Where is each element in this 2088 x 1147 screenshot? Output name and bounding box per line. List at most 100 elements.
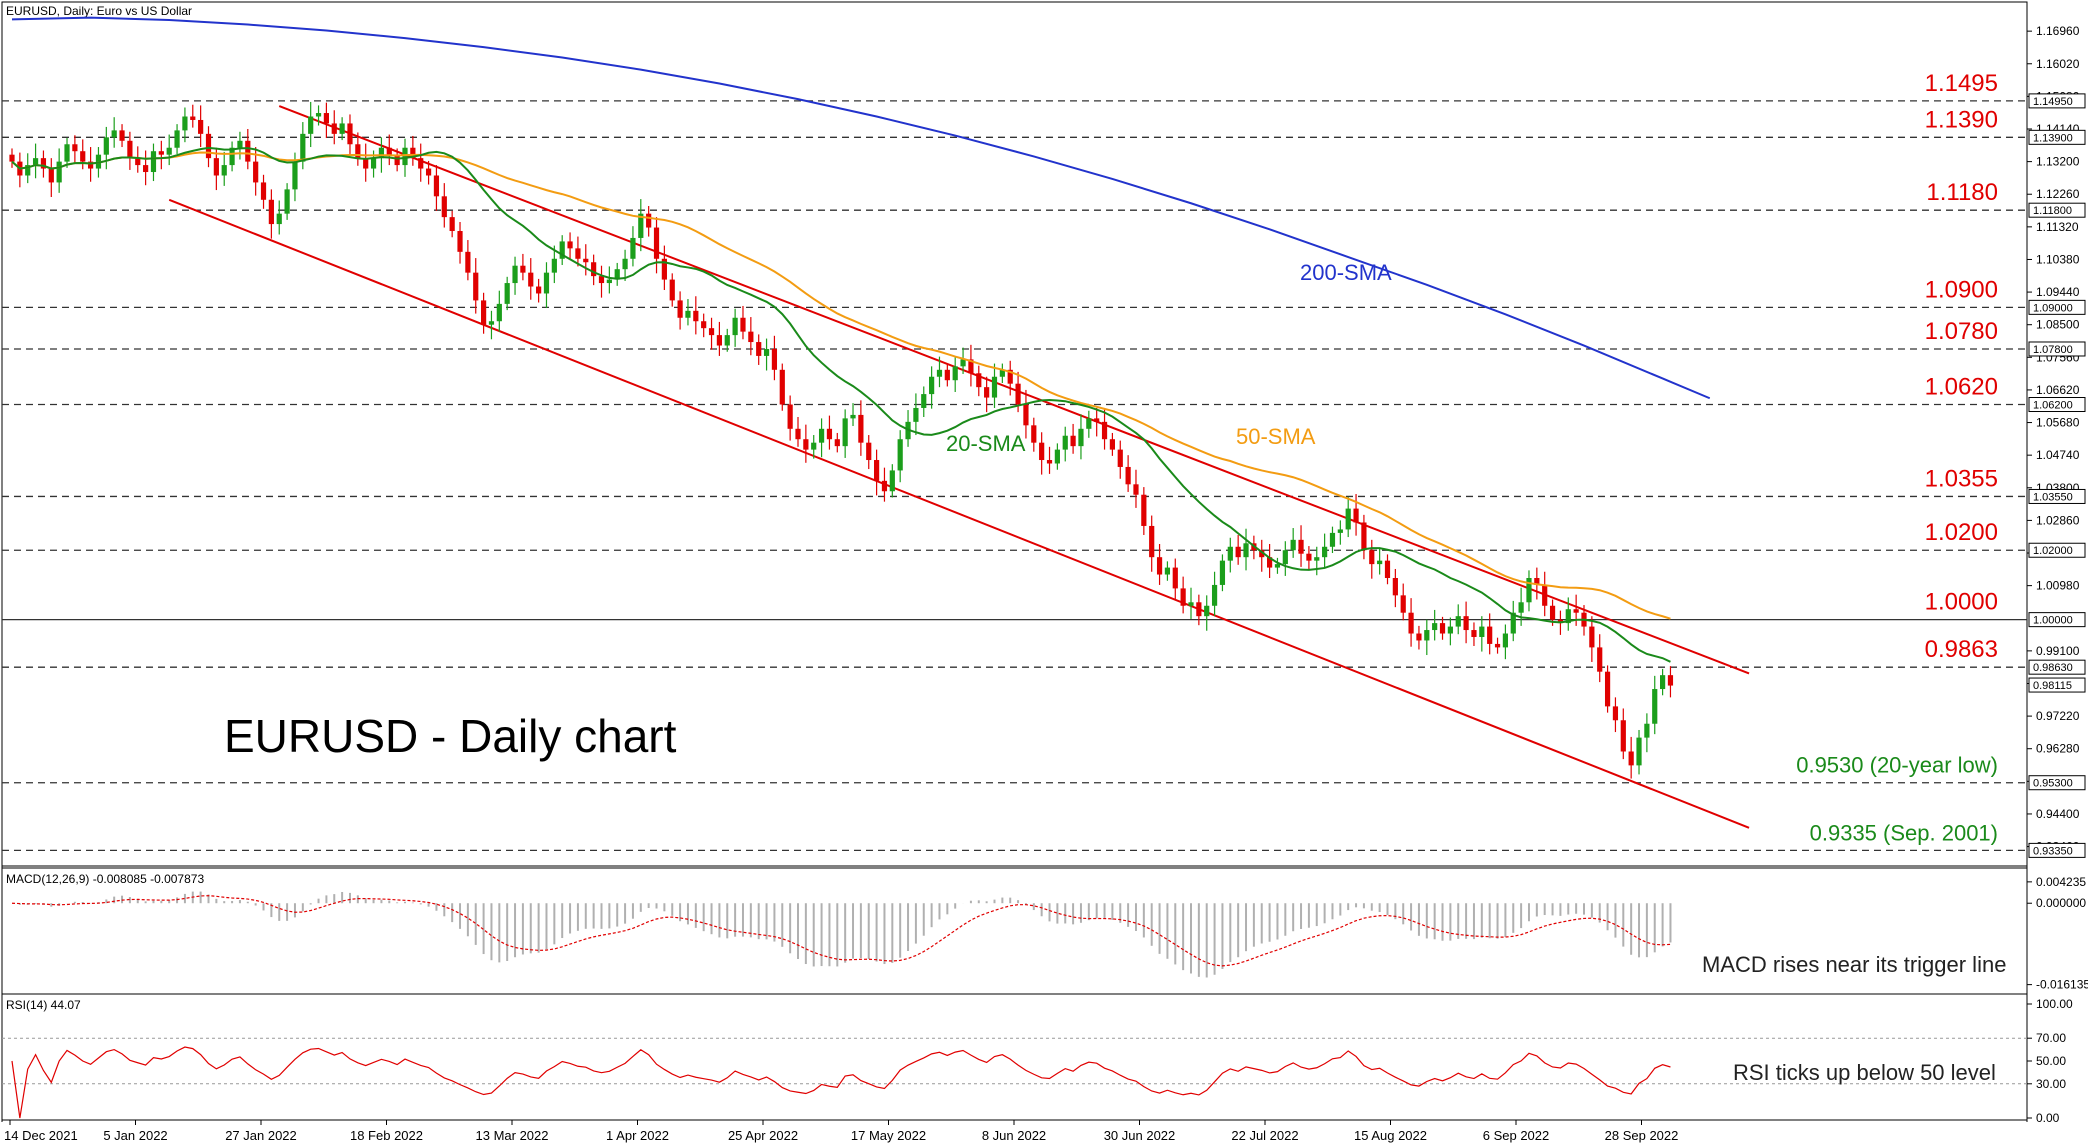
level-label: 1.1180 xyxy=(1926,179,1998,206)
candle-body xyxy=(669,279,675,301)
candle-body xyxy=(378,147,385,159)
level-price-box xyxy=(2028,93,2086,109)
candle-body xyxy=(1039,442,1045,461)
rsi-tick-label: 30.00 xyxy=(2036,1077,2066,1091)
date-label: 30 Jun 2022 xyxy=(1104,1128,1176,1143)
macd-tick-label: 0.004235 xyxy=(2036,875,2086,889)
candle-body xyxy=(72,144,78,152)
level-label: 1.1390 xyxy=(1925,106,1998,133)
price-tick-label: 1.16960 xyxy=(2036,24,2080,38)
candle-body xyxy=(1149,525,1155,558)
candle-body xyxy=(1141,494,1147,526)
candle-body xyxy=(315,113,322,117)
candle-body xyxy=(779,369,785,405)
price-tick-label: 0.94400 xyxy=(2036,807,2080,821)
price-tick-label: 1.09440 xyxy=(2036,285,2080,299)
price-tick-label: 1.12260 xyxy=(2036,187,2080,201)
candle-body xyxy=(960,359,966,367)
level-price-box-label: 1.11800 xyxy=(2033,205,2072,217)
descending-channel xyxy=(168,105,1750,829)
date-label: 28 Sep 2022 xyxy=(1605,1128,1679,1143)
candle-body xyxy=(1439,623,1446,634)
candle-body xyxy=(630,237,636,259)
candle-body xyxy=(1573,609,1579,613)
candle-body xyxy=(25,165,31,176)
candle-body xyxy=(638,213,644,238)
candle-body xyxy=(95,154,102,169)
candle-body xyxy=(818,428,825,443)
candle-body xyxy=(858,414,864,443)
candle-body xyxy=(198,119,204,134)
candle-body xyxy=(253,161,259,183)
candle-body xyxy=(292,161,298,190)
candle-body xyxy=(166,147,172,155)
candle-body xyxy=(763,348,770,356)
level-label: 1.0000 xyxy=(1925,589,1998,616)
candle-body xyxy=(716,335,722,346)
candle-body xyxy=(1502,633,1508,648)
candle-body xyxy=(1117,449,1123,467)
price-tick-label: 0.96280 xyxy=(2036,742,2080,756)
candle-body xyxy=(111,130,117,138)
candle-body xyxy=(1164,567,1171,575)
candle-body xyxy=(677,300,683,318)
candle-body xyxy=(944,369,950,381)
candle-body xyxy=(245,140,251,162)
candle-body xyxy=(9,154,15,162)
candle-body xyxy=(583,258,589,263)
candle-body xyxy=(1133,484,1139,495)
candle-body xyxy=(1243,543,1249,558)
candle-body xyxy=(1589,626,1595,648)
candle-body xyxy=(771,348,778,370)
candle-body xyxy=(1078,428,1084,447)
date-label: 13 Mar 2022 xyxy=(476,1128,549,1143)
level-price-box xyxy=(2028,775,2086,791)
candle-body xyxy=(1416,633,1422,641)
sma50-path xyxy=(11,151,1671,620)
candle-body xyxy=(237,140,243,148)
macd-tick-label: 0.000000 xyxy=(2036,896,2086,910)
candle-body xyxy=(1180,588,1186,606)
candle-body xyxy=(984,387,990,398)
candle-body xyxy=(1101,421,1108,440)
candle-body xyxy=(308,116,314,134)
candle-body xyxy=(708,328,715,336)
candle-body xyxy=(653,227,660,259)
candle-body xyxy=(1447,626,1453,634)
candle-body xyxy=(284,189,290,214)
price-tick-label: 1.13200 xyxy=(2036,155,2080,169)
sma20-label: 20-SMA xyxy=(946,431,1026,456)
rsi-tick-label: 100.00 xyxy=(2036,997,2073,1011)
candle-body xyxy=(1031,425,1037,443)
candle-body xyxy=(64,144,70,162)
date-label: 14 Dec 2021 xyxy=(4,1128,78,1143)
candle-body xyxy=(693,310,699,322)
candle-body xyxy=(425,168,432,176)
date-label: 27 Jan 2022 xyxy=(225,1128,297,1143)
candle-body xyxy=(103,137,109,155)
rsi-tick-label: 70.00 xyxy=(2036,1031,2066,1045)
sma20-line xyxy=(11,146,1671,663)
level-price-box-label: 0.95300 xyxy=(2033,778,2073,790)
rsi-header: RSI(14) 44.07 xyxy=(6,998,81,1012)
rsi-line xyxy=(11,1046,1671,1119)
candle-body xyxy=(936,369,943,377)
candle-body xyxy=(889,470,895,492)
candle-body xyxy=(1314,557,1320,561)
candle-body xyxy=(1329,532,1336,547)
candle-body xyxy=(1211,584,1218,606)
level-label: 1.0200 xyxy=(1925,519,1998,546)
last-price-marker: 0.98115 xyxy=(2028,677,2086,693)
candle-body xyxy=(56,161,62,183)
sma200-line xyxy=(11,16,1711,400)
macd-signal-line xyxy=(11,895,1671,967)
candle-body xyxy=(991,376,998,398)
candle-body xyxy=(1054,449,1060,464)
date-label: 5 Jan 2022 xyxy=(103,1128,167,1143)
sma20-path xyxy=(11,146,1671,663)
candle-body xyxy=(1455,616,1461,627)
candle-body xyxy=(465,251,471,273)
candle-body xyxy=(1188,602,1194,606)
candle-body xyxy=(205,133,212,159)
date-label: 18 Feb 2022 xyxy=(350,1128,423,1143)
